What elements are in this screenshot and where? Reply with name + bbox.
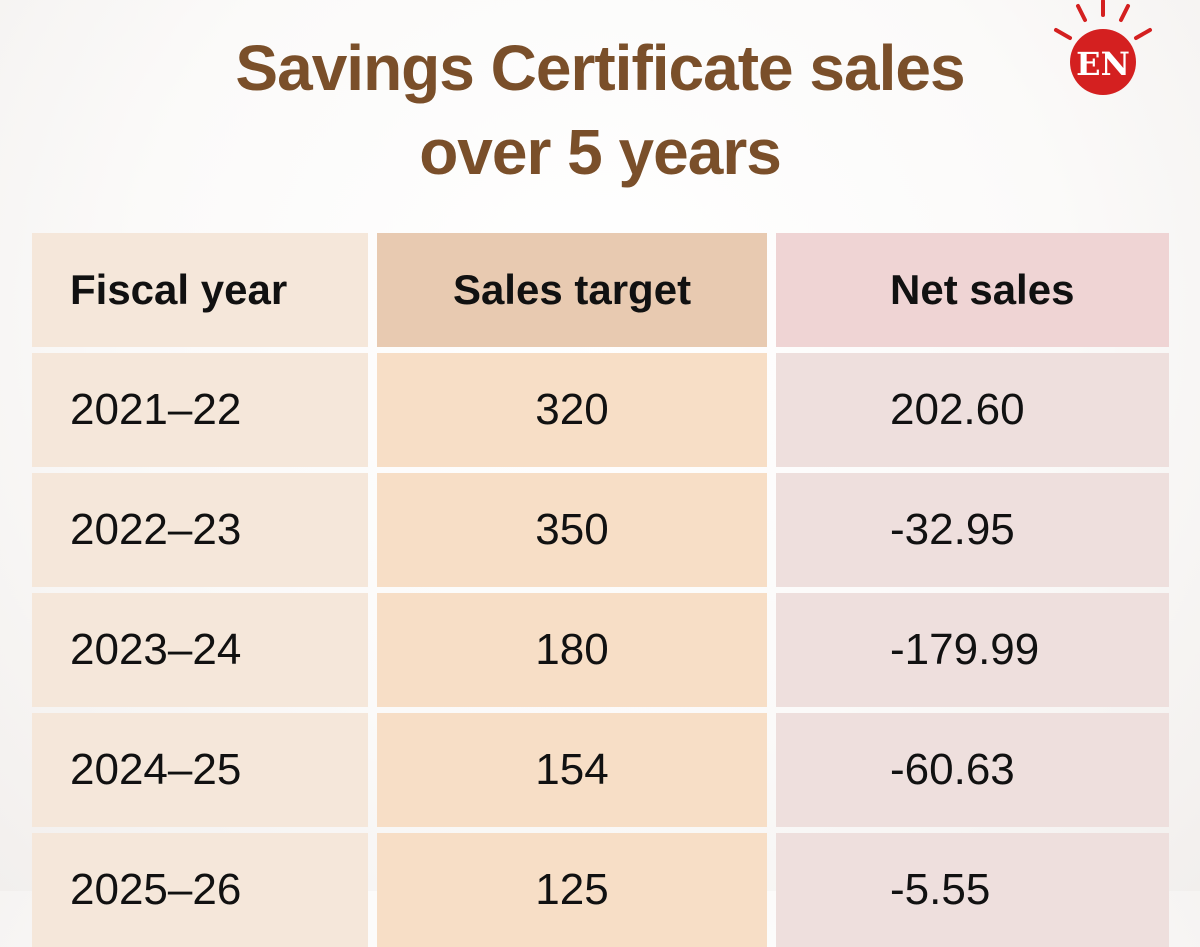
table-header-sales-target: Sales target: [377, 233, 767, 347]
sales-target-cell: 125: [377, 833, 767, 947]
fiscal-year-cell: 2022–23: [32, 473, 368, 587]
net-sales-cell: -60.63: [776, 713, 1169, 827]
sunburst-badge-icon: EN: [1054, 0, 1152, 95]
table-header-fiscal-year: Fiscal year: [32, 233, 368, 347]
logo-text: EN: [1076, 45, 1130, 83]
fiscal-year-cell: 2023–24: [32, 593, 368, 707]
chart-title-line-1: Savings Certificate sales: [235, 32, 965, 104]
publisher-logo: EN: [1048, 0, 1160, 110]
sales-target-cell: 320: [377, 353, 767, 467]
net-sales-cell: -32.95: [776, 473, 1169, 587]
chart-title: Savings Certificate sales over 5 years: [150, 26, 1050, 194]
fiscal-year-cell: 2021–22: [32, 353, 368, 467]
sales-target-cell: 350: [377, 473, 767, 587]
sales-table: Fiscal year Sales target Net sales 2021–…: [32, 233, 1169, 947]
net-sales-cell: 202.60: [776, 353, 1169, 467]
chart-title-line-2: over 5 years: [419, 116, 782, 188]
fiscal-year-cell: 2025–26: [32, 833, 368, 947]
net-sales-cell: -179.99: [776, 593, 1169, 707]
sales-target-cell: 154: [377, 713, 767, 827]
sales-target-cell: 180: [377, 593, 767, 707]
fiscal-year-cell: 2024–25: [32, 713, 368, 827]
table-header-net-sales: Net sales: [776, 233, 1169, 347]
net-sales-cell: -5.55: [776, 833, 1169, 947]
